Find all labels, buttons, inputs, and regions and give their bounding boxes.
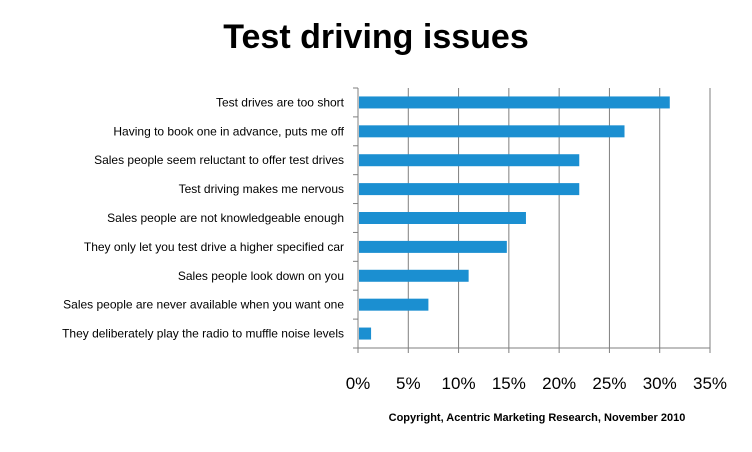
- category-label-2: Having to book one in advance, puts me o…: [113, 124, 344, 138]
- bar-7: [359, 269, 469, 282]
- category-label-1: Test drives are too short: [216, 95, 345, 109]
- category-label-3: Sales people seem reluctant to offer tes…: [94, 153, 344, 167]
- axes: [353, 87, 711, 353]
- bar-8: [359, 298, 429, 311]
- copyright-footer: Copyright, Acentric Marketing Research, …: [388, 412, 686, 424]
- x-tick-label-5: 5%: [396, 374, 421, 393]
- x-tick-label-10: 10%: [442, 374, 476, 393]
- bar-5: [359, 212, 526, 224]
- bar-2: [359, 125, 625, 138]
- x-tick-label-0: 0%: [346, 374, 371, 393]
- bar-1: [359, 96, 670, 109]
- x-tick-label-30: 30%: [643, 374, 677, 393]
- bars: [359, 96, 670, 340]
- category-label-4: Test driving makes me nervous: [179, 182, 344, 196]
- category-labels: Test drives are too short Having to book …: [62, 95, 345, 340]
- bar-6: [359, 240, 507, 253]
- category-label-7: Sales people look down on you: [178, 269, 344, 283]
- category-label-9: They deliberately play the radio to muff…: [62, 327, 344, 341]
- x-tick-label-20: 20%: [542, 374, 576, 393]
- x-tick-label-35: 35%: [693, 374, 727, 393]
- category-label-8: Sales people are never available when yo…: [63, 298, 344, 312]
- x-tick-label-15: 15%: [492, 374, 526, 393]
- bar-4: [359, 183, 580, 196]
- category-label-6: They only let you test drive a higher sp…: [84, 240, 344, 254]
- chart-title: Test driving issues: [223, 18, 529, 56]
- category-label-5: Sales people are not knowledgeable enoug…: [107, 211, 344, 225]
- bar-9: [359, 327, 372, 340]
- x-tick-label-25: 25%: [592, 374, 626, 393]
- x-tick-labels: 0% 5% 10% 15% 20% 25% 30% 35%: [346, 374, 727, 393]
- bar-3: [359, 154, 580, 167]
